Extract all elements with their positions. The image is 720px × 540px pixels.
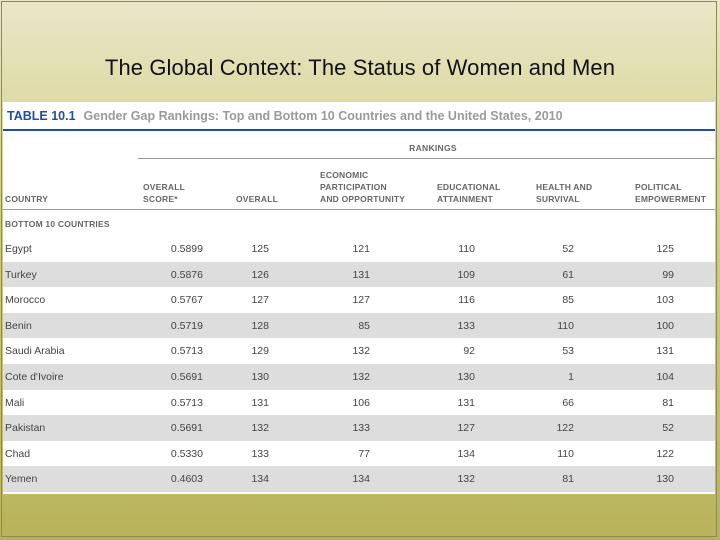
cell-health: 85 (562, 294, 574, 307)
cell-economic: 134 (352, 473, 370, 486)
cell-educational: 116 (458, 294, 475, 307)
column-header-overall: OVERALL (236, 194, 279, 204)
cell-political: 131 (656, 345, 674, 358)
cell-health: 1 (568, 370, 574, 383)
gender-gap-table: TABLE 10.1 Gender Gap Rankings: Top and B… (3, 102, 715, 494)
cell-educational: 109 (457, 268, 475, 281)
table-body: Egypt 0.5899 125 121 110 52 125 Turkey 0… (3, 236, 715, 492)
cell-political: 104 (656, 370, 674, 383)
cell-economic: 132 (352, 345, 370, 358)
cell-country: Egypt (5, 243, 32, 255)
cell-score: 0.5691 (170, 422, 203, 435)
table-row: Turkey 0.5876 126 131 109 61 99 (3, 261, 715, 288)
table-row: Egypt 0.5899 125 121 110 52 125 (3, 236, 715, 262)
cell-educational: 131 (457, 396, 475, 409)
cell-educational: 132 (457, 473, 475, 486)
table-row: Yemen 0.4603 134 134 132 81 130 (3, 466, 715, 492)
cell-political: 99 (662, 268, 674, 281)
cell-health: 66 (562, 396, 574, 409)
cell-score: 0.5713 (170, 345, 203, 358)
cell-political: 100 (656, 319, 674, 332)
cell-country: Mali (5, 396, 25, 409)
column-header-economic: ECONOMIC PARTICIPATION AND OPPORTUNITY (320, 170, 406, 204)
cell-score: 0.5719 (170, 319, 203, 332)
cell-country: Saudi Arabia (5, 345, 65, 358)
rankings-rule (138, 158, 715, 159)
cell-health: 53 (562, 345, 574, 358)
cell-health: 61 (562, 268, 574, 281)
cell-score: 0.5713 (170, 396, 203, 409)
cell-country: Benin (5, 319, 32, 332)
caption-rule (3, 129, 715, 131)
cell-score: 0.5767 (170, 294, 203, 307)
table-row: Chad 0.5330 133 77 134 110 122 (3, 441, 715, 467)
cell-overall: 127 (251, 294, 269, 307)
cell-political: 103 (656, 294, 674, 307)
cell-score: 0.5330 (170, 447, 203, 460)
cell-overall: 130 (251, 370, 269, 383)
cell-country: Yemen (5, 473, 38, 486)
cell-economic: 85 (358, 319, 370, 332)
column-header-political: POLITICAL EMPOWERMENT (635, 182, 707, 204)
cell-country: Cote d'Ivoire (5, 370, 64, 383)
table-number: TABLE 10.1 (7, 109, 76, 123)
cell-country: Morocco (5, 294, 46, 307)
cell-score: 0.5876 (170, 268, 203, 281)
cell-economic: 133 (352, 422, 370, 435)
cell-overall: 131 (251, 396, 269, 409)
cell-health: 122 (556, 422, 574, 435)
cell-overall: 133 (251, 447, 269, 460)
cell-economic: 131 (352, 268, 370, 281)
cell-economic: 127 (352, 294, 370, 307)
cell-economic: 77 (358, 447, 370, 460)
table-row: Pakistan 0.5691 132 133 127 122 52 (3, 415, 715, 441)
cell-economic: 121 (352, 243, 370, 255)
table-row: Saudi Arabia 0.5713 129 132 92 53 131 (3, 338, 715, 364)
cell-educational: 134 (457, 447, 475, 460)
slide-title: The Global Context: The Status of Women … (104, 55, 616, 80)
cell-country: Chad (5, 447, 31, 460)
table-row: Cote d'Ivoire 0.5691 130 132 130 1 104 (3, 363, 715, 390)
table-caption: TABLE 10.1 Gender Gap Rankings: Top and B… (7, 109, 563, 123)
column-header-health: HEALTH AND SURVIVAL (536, 182, 593, 204)
table-row: Benin 0.5719 128 85 133 110 100 (3, 312, 715, 339)
cell-overall: 132 (251, 422, 269, 435)
cell-political: 81 (662, 396, 674, 409)
column-header-educational: EDUCATIONAL ATTAINMENT (437, 182, 501, 204)
cell-overall: 128 (251, 319, 269, 332)
column-header-country: COUNTRY (5, 194, 49, 204)
section-label-bottom-10: BOTTOM 10 COUNTRIES (5, 219, 110, 229)
cell-country: Pakistan (5, 422, 46, 435)
cell-economic: 106 (352, 396, 370, 409)
cell-political: 130 (656, 473, 674, 486)
cell-overall: 126 (251, 268, 269, 281)
cell-country: Turkey (5, 268, 37, 281)
table-caption-text: Gender Gap Rankings: Top and Bottom 10 C… (83, 109, 563, 123)
cell-educational: 133 (457, 319, 475, 332)
cell-health: 52 (562, 243, 574, 255)
cell-educational: 130 (457, 370, 475, 383)
cell-educational: 110 (458, 243, 475, 255)
cell-overall: 134 (251, 473, 269, 486)
rankings-group-header: RANKINGS (409, 143, 457, 153)
cell-health: 110 (557, 447, 574, 460)
table-row: Mali 0.5713 131 106 131 66 81 (3, 390, 715, 416)
cell-score: 0.4603 (170, 473, 203, 486)
cell-score: 0.5691 (170, 370, 203, 383)
table-row: Morocco 0.5767 127 127 116 85 103 (3, 287, 715, 313)
cell-health: 110 (557, 319, 574, 332)
cell-political: 125 (656, 243, 674, 255)
column-header-overall-score: OVERALL SCORE* (143, 182, 186, 204)
cell-political: 122 (656, 447, 674, 460)
header-rule (3, 209, 715, 210)
cell-political: 52 (662, 422, 674, 435)
cell-overall: 129 (251, 345, 269, 358)
cell-overall: 125 (251, 243, 269, 255)
cell-score: 0.5899 (170, 243, 203, 255)
cell-economic: 132 (352, 370, 370, 383)
cell-health: 81 (562, 473, 574, 486)
cell-educational: 127 (457, 422, 475, 435)
cell-educational: 92 (463, 345, 475, 358)
